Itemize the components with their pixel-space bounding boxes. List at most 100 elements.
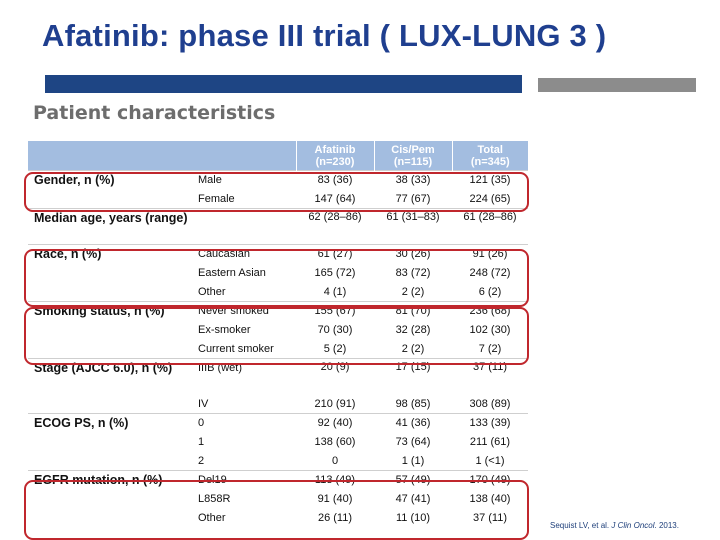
table-row: Eastern Asian 165 (72) 83 (72) 248 (72) xyxy=(28,264,528,283)
row-category: Median age, years (range) xyxy=(28,208,193,245)
row-category xyxy=(28,395,193,414)
title-underline-bar xyxy=(45,75,522,93)
highlight-gender xyxy=(24,172,529,212)
row-subcategory: Male xyxy=(193,170,296,190)
table-row: Ex-smoker 70 (30) 32 (28) 102 (30) xyxy=(28,321,528,340)
cell-total: 224 (65) xyxy=(469,192,511,205)
cell-cispem: 32 (28) xyxy=(395,323,431,336)
header-cispem-n: (n=115) xyxy=(393,155,433,168)
cell-afatinib: 70 (30) xyxy=(317,323,353,336)
slide-subtitle: Patient characteristics xyxy=(33,102,276,124)
cell-afatinib: 92 (40) xyxy=(296,413,374,433)
table-row: Current smoker 5 (2) 2 (2) 7 (2) xyxy=(28,340,528,359)
cell-cispem: 98 (85) xyxy=(395,397,431,410)
cell-afatinib: 91 (40) xyxy=(317,492,353,505)
row-subcategory: Eastern Asian xyxy=(198,266,266,279)
table-row: Gender, n (%) Male 83 (36) 38 (33) 121 (… xyxy=(28,170,528,190)
highlight-race xyxy=(24,249,529,307)
header-afatinib: Afatinib (n=230) xyxy=(295,141,374,171)
cell-afatinib: 5 (2) xyxy=(323,342,347,355)
row-subcategory: L858R xyxy=(198,492,231,505)
cell-total: 138 (40) xyxy=(469,492,511,505)
row-subcategory: Female xyxy=(198,192,235,205)
cell-total: 211 (61) xyxy=(469,435,511,448)
highlight-smoking xyxy=(24,307,529,365)
table-row: Female 147 (64) 77 (67) 224 (65) xyxy=(28,190,528,209)
citation-journal: J Clin Oncol xyxy=(611,521,655,530)
cell-total: 37 (11) xyxy=(472,511,508,524)
row-category: ECOG PS, n (%) xyxy=(28,413,193,433)
cell-afatinib: 83 (36) xyxy=(296,170,374,190)
citation-year: . 2013. xyxy=(654,521,679,530)
cell-total: 6 (2) xyxy=(478,285,502,298)
title-accent-bar xyxy=(538,78,696,92)
cell-afatinib: 61 (27) xyxy=(296,244,374,264)
cell-total: 308 (89) xyxy=(469,397,511,410)
table-row: ECOG PS, n (%) 0 92 (40) 41 (36) 133 (39… xyxy=(28,413,528,433)
row-subcategory: Caucasian xyxy=(193,244,296,264)
cell-total: 61 (28–86) xyxy=(452,208,528,245)
table-row: 2 0 1 (1) 1 (<1) xyxy=(28,452,528,471)
cell-cispem: 73 (64) xyxy=(395,435,431,448)
row-subcategory: 1 xyxy=(198,435,205,448)
row-subcategory: 2 xyxy=(198,454,205,467)
cell-total: 248 (72) xyxy=(469,266,511,279)
cell-total: 91 (26) xyxy=(452,244,528,264)
cell-cispem: 61 (31–83) xyxy=(374,208,452,245)
header-cispem-label: Cis/Pem xyxy=(391,143,435,156)
cell-afatinib: 147 (64) xyxy=(314,192,356,205)
cell-afatinib: 4 (1) xyxy=(323,285,347,298)
table-row: Other 4 (1) 2 (2) 6 (2) xyxy=(28,283,528,302)
header-afatinib-label: Afatinib xyxy=(314,143,356,156)
cell-afatinib: 26 (11) xyxy=(317,511,353,524)
table-row: L858R 91 (40) 47 (41) 138 (40) xyxy=(28,490,528,509)
header-total-label: Total xyxy=(477,143,503,156)
header-total-n: (n=345) xyxy=(470,155,510,168)
highlight-egfr xyxy=(24,480,529,540)
cell-cispem: 1 (1) xyxy=(401,454,425,467)
header-afatinib-n: (n=230) xyxy=(315,155,355,168)
row-subcategory: IV xyxy=(198,397,209,410)
cell-cispem: 47 (41) xyxy=(395,492,431,505)
cell-total: 121 (35) xyxy=(452,170,528,190)
table-row: Other 26 (11) 11 (10) 37 (11) xyxy=(28,509,528,528)
cell-cispem: 2 (2) xyxy=(401,285,425,298)
cell-cispem: 30 (26) xyxy=(374,244,452,264)
row-subcategory xyxy=(193,208,296,245)
table-row: Median age, years (range) 62 (28–86) 61 … xyxy=(28,208,528,245)
table-header-row: Afatinib (n=230) Cis/Pem (n=115) Total (… xyxy=(28,141,528,171)
row-subcategory: 0 xyxy=(193,413,296,433)
cell-total: 7 (2) xyxy=(478,342,502,355)
citation: Sequist LV, et al. J Clin Oncol. 2013. xyxy=(550,521,679,530)
row-subcategory: Ex-smoker xyxy=(198,323,251,336)
row-subcategory: Other xyxy=(198,285,226,298)
row-category xyxy=(28,433,193,452)
header-cispem: Cis/Pem (n=115) xyxy=(373,141,452,171)
cell-cispem: 83 (72) xyxy=(395,266,431,279)
table-row: IV 210 (91) 98 (85) 308 (89) xyxy=(28,395,528,414)
row-category: Gender, n (%) xyxy=(28,170,193,190)
cell-cispem: 77 (67) xyxy=(395,192,431,205)
header-blank xyxy=(28,141,193,171)
cell-afatinib: 0 xyxy=(331,454,339,467)
cell-total: 102 (30) xyxy=(469,323,511,336)
cell-cispem: 57 (49) xyxy=(374,470,452,490)
cell-total: 1 (<1) xyxy=(475,454,505,467)
cell-cispem: 38 (33) xyxy=(374,170,452,190)
slide-title: Afatinib: phase III trial ( LUX-LUNG 3 ) xyxy=(42,18,607,53)
header-total: Total (n=345) xyxy=(451,141,528,171)
row-category xyxy=(28,452,193,471)
row-subcategory: Other xyxy=(198,511,226,524)
table-row: Race, n (%) Caucasian 61 (27) 30 (26) 91… xyxy=(28,244,528,264)
cell-cispem: 11 (10) xyxy=(395,511,431,524)
cell-afatinib: 165 (72) xyxy=(314,266,356,279)
cell-total: 170 (49) xyxy=(452,470,528,490)
table-row: 1 138 (60) 73 (64) 211 (61) xyxy=(28,433,528,452)
citation-authors: Sequist LV, et al. xyxy=(550,521,612,530)
cell-total: 133 (39) xyxy=(452,413,528,433)
cell-afatinib: 138 (60) xyxy=(314,435,356,448)
header-blank-sub xyxy=(193,141,296,171)
cell-afatinib: 62 (28–86) xyxy=(296,208,374,245)
row-subcategory: Current smoker xyxy=(198,342,274,355)
cell-cispem: 2 (2) xyxy=(401,342,425,355)
